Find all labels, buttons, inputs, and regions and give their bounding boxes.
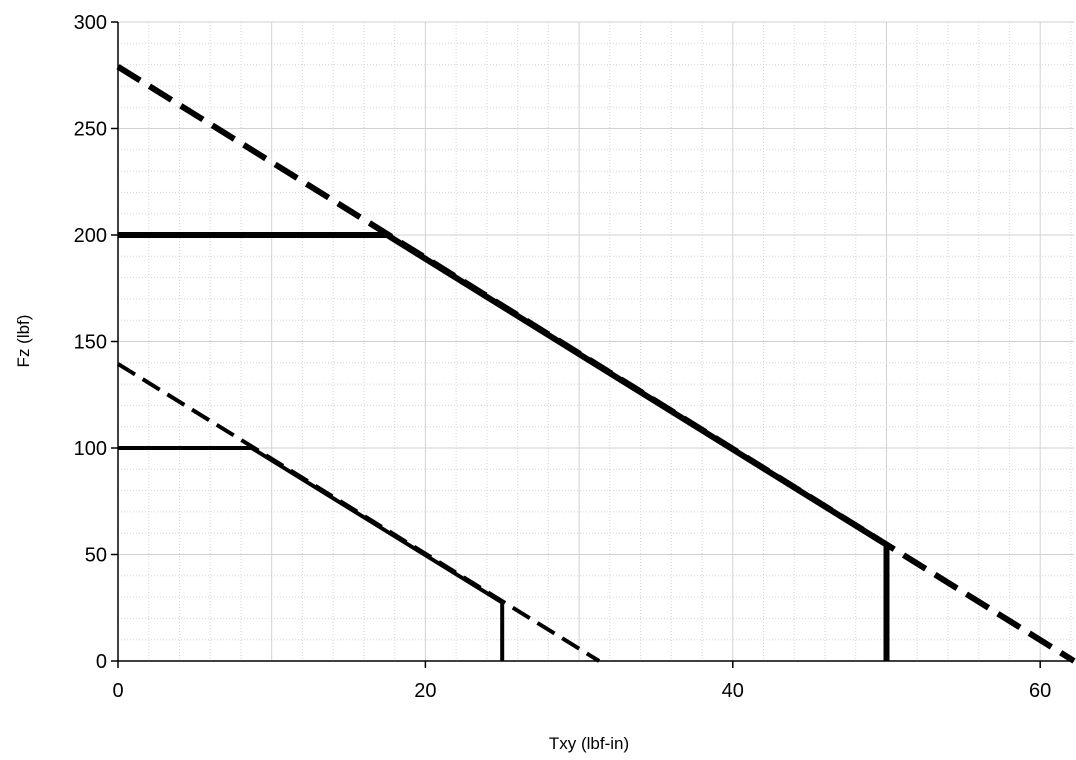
y-tick-label: 250: [74, 119, 107, 141]
y-tick-label: 150: [74, 332, 107, 354]
x-tick-label: 60: [1029, 680, 1051, 702]
axes: [111, 21, 1074, 668]
y-tick-label: 100: [74, 438, 107, 460]
series-group: [116, 64, 1076, 664]
x-tick-label: 40: [722, 680, 744, 702]
y-tick-label: 300: [74, 12, 107, 34]
y-tick-label: 200: [74, 225, 107, 247]
minor-grid: [118, 22, 1074, 661]
y-tick-label: 50: [85, 545, 107, 567]
x-axis-title: Txy (lbf-in): [549, 734, 629, 753]
x-tick-label: 0: [112, 680, 123, 702]
series-line-4: [118, 446, 505, 661]
tick-labels: 0 50 100 150 200 250 300 0 20 40 60: [74, 12, 1052, 702]
series-line-3: [116, 362, 601, 663]
major-grid: [118, 21, 1074, 661]
y-tick-label: 0: [96, 651, 107, 673]
x-tick-label: 20: [414, 680, 436, 702]
y-axis-title: Fz (lbf): [14, 315, 33, 368]
series-line-2: [118, 232, 890, 661]
